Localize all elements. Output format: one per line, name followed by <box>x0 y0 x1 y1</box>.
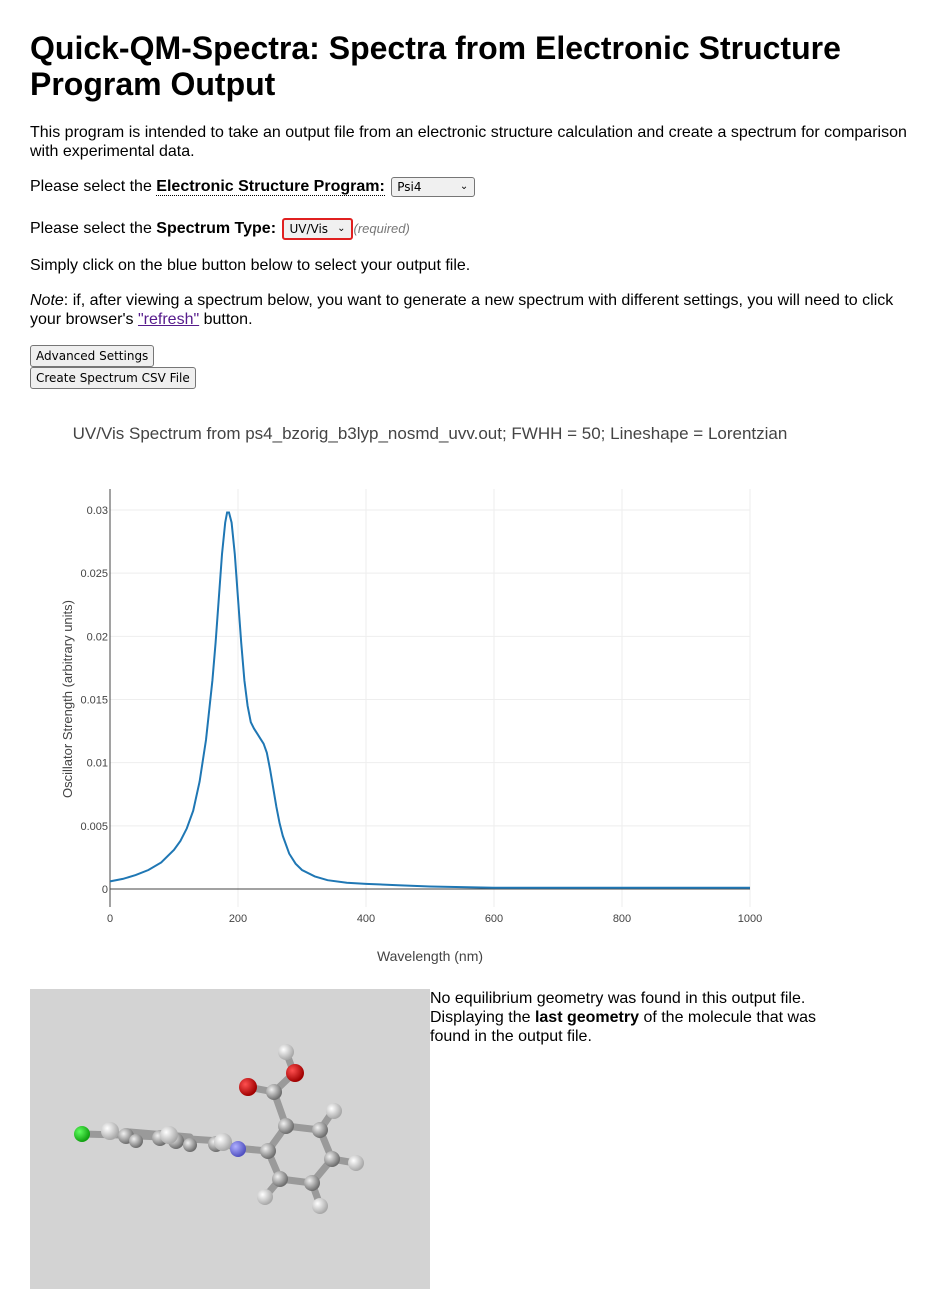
geometry-message: No equilibrium geometry was found in thi… <box>430 989 830 1046</box>
program-select-value: Psi4 <box>397 180 422 194</box>
advanced-settings-button[interactable]: Advanced Settings <box>30 345 155 367</box>
spectrum-row: Please select the Spectrum Type: UV/Vis ⌄… <box>30 218 915 240</box>
y-tick-label: 0.015 <box>80 695 108 707</box>
geometry-text-2: of the molecule that was found in the ou… <box>430 1009 816 1045</box>
page-title: Quick-QM-Spectra: Spectra from Electroni… <box>30 30 841 102</box>
program-select[interactable]: Psi4 ⌄ <box>391 177 476 197</box>
click-instruction: Simply click on the blue button below to… <box>30 257 471 274</box>
chart-title: UV/Vis Spectrum from ps4_bzorig_b3lyp_no… <box>73 424 788 443</box>
molecule-render <box>74 1044 364 1214</box>
spectrum-chart: UV/Vis Spectrum from ps4_bzorig_b3lyp_no… <box>60 424 788 964</box>
note-text: Note: if, after viewing a spectrum below… <box>30 291 915 329</box>
chart-axes <box>109 489 750 907</box>
note-label: Note <box>30 292 64 309</box>
y-tick-label: 0.01 <box>87 758 108 770</box>
x-tick-label: 1000 <box>738 913 762 925</box>
y-tick-label: 0 <box>102 884 108 896</box>
x-tick-label: 0 <box>107 913 113 925</box>
refresh-link[interactable]: "refresh" <box>137 311 200 328</box>
y-axis-label: Oscillator Strength (arbitrary units) <box>60 600 75 798</box>
note-body-2: button. <box>199 311 253 328</box>
molecule-viewer[interactable] <box>30 989 430 1289</box>
program-label: Electronic Structure Program: <box>156 178 385 197</box>
x-tick-label: 600 <box>485 913 503 925</box>
required-hint: (required) <box>353 221 410 237</box>
intro-text: This program is intended to take an outp… <box>30 124 907 160</box>
x-tick-label: 800 <box>613 913 631 925</box>
chart-grid <box>110 489 751 907</box>
y-tick-label: 0.02 <box>87 631 108 643</box>
spectrum-prefix: Please select the <box>30 220 157 238</box>
chevron-down-icon: ⌄ <box>337 223 346 234</box>
x-axis-label: Wavelength (nm) <box>377 948 483 964</box>
geometry-bold: last geometry <box>534 1009 639 1026</box>
y-tick-label: 0.005 <box>80 821 108 833</box>
spectrum-select-value: UV/Vis <box>289 222 329 236</box>
program-row: Please select the Electronic Structure P… <box>30 177 915 197</box>
chevron-down-icon: ⌄ <box>459 181 469 192</box>
spectrum-select[interactable]: UV/Vis ⌄ <box>282 218 354 240</box>
spectrum-label: Spectrum Type: <box>156 220 277 238</box>
spectrum-line <box>109 511 750 889</box>
create-csv-button[interactable]: Create Spectrum CSV File <box>30 367 196 389</box>
x-tick-label: 400 <box>357 913 375 925</box>
x-tick-label: 200 <box>229 913 247 925</box>
chart-ticks: 0 200 400 600 800 1000 0 0.005 0.01 0.015 0.02 0.02… <box>80 505 762 925</box>
program-prefix: Please select the <box>30 178 157 196</box>
y-tick-label: 0.03 <box>87 505 108 517</box>
note-body-1: : if, after viewing a spectrum below, yo… <box>30 292 894 328</box>
geometry-text-1: No equilibrium geometry was found in thi… <box>430 990 806 1026</box>
y-tick-label: 0.025 <box>80 568 108 580</box>
